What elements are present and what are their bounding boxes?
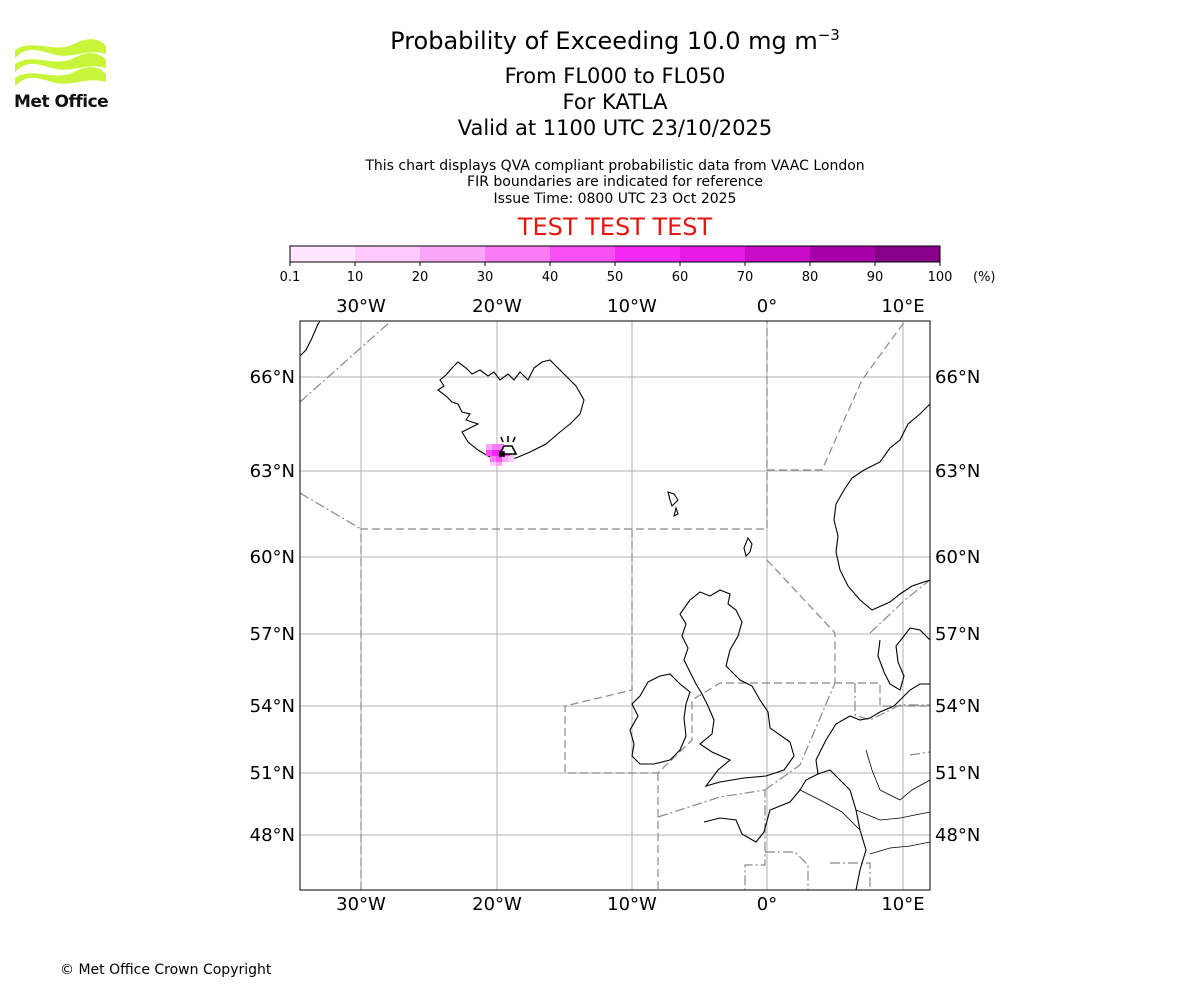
lat-label-right: 57°N (935, 624, 980, 645)
lon-label-top: 20°W (472, 296, 522, 317)
volcano-icon (498, 436, 518, 457)
colorbar-cell (290, 246, 356, 262)
lat-label-right: 63°N (935, 461, 980, 482)
colorbar-cell (550, 246, 616, 262)
info-line-1: This chart displays QVA compliant probab… (365, 158, 865, 174)
lat-label-right: 48°N (935, 825, 980, 846)
volcano-name: For KATLA (562, 90, 668, 114)
colorbar-cell (680, 246, 746, 262)
lat-label-left: 66°N (250, 367, 295, 388)
lat-label-right: 66°N (935, 367, 980, 388)
valid-time: Valid at 1100 UTC 23/10/2025 (457, 116, 773, 140)
colorbar-unit: (%) (973, 270, 996, 285)
colorbar-tick-label: 10 (346, 270, 364, 285)
colorbar-cell (485, 246, 551, 262)
map-frame (299, 320, 931, 891)
lon-label-bottom: 20°W (472, 894, 522, 915)
coastlines (300, 321, 930, 890)
colorbar-cell (810, 246, 876, 262)
lat-label-right: 60°N (935, 547, 980, 568)
norway-coast (833, 403, 930, 611)
info-line-2: FIR boundaries are indicated for referen… (467, 174, 763, 190)
probability-colorbar (289, 245, 941, 266)
lat-label-left: 54°N (250, 696, 295, 717)
lat-label-right: 51°N (935, 763, 980, 784)
colorbar-cell (355, 246, 421, 262)
chart-title: Probability of Exceeding 10.0 mg m−3 (390, 26, 840, 55)
lon-label-top: 30°W (336, 296, 386, 317)
colorbar-tick-label: 60 (671, 270, 689, 285)
lat-label-left: 48°N (250, 825, 295, 846)
lon-label-top: 10°W (607, 296, 657, 317)
lat-label-right: 54°N (935, 696, 980, 717)
colorbar-tick-label: 20 (411, 270, 429, 285)
colorbar-cell (615, 246, 681, 262)
colorbar-tick-label: 50 (606, 270, 624, 285)
lon-label-bottom: 10°W (607, 894, 657, 915)
issue-time: Issue Time: 0800 UTC 23 Oct 2025 (493, 191, 737, 207)
fir-boundaries (300, 321, 930, 890)
test-banner: TEST TEST TEST (517, 213, 713, 241)
lon-label-bottom: 0° (757, 894, 777, 915)
ireland-coast (629, 673, 691, 765)
lon-label-top: 0° (757, 296, 777, 317)
colorbar-tick-label: 40 (541, 270, 559, 285)
copyright: © Met Office Crown Copyright (60, 962, 272, 978)
lat-label-left: 60°N (250, 547, 295, 568)
lat-label-left: 51°N (250, 763, 295, 784)
iceland-coast (437, 359, 585, 461)
colorbar-tick-label: 90 (866, 270, 884, 285)
colorbar-tick-label: 0.1 (279, 270, 301, 285)
colorbar-tick-label: 70 (736, 270, 754, 285)
lon-label-bottom: 10°E (881, 894, 924, 915)
colorbar-cell (745, 246, 811, 262)
logo-text: Met Office (14, 92, 109, 112)
colorbar-tick-label: 100 (927, 270, 953, 285)
met-office-logo (15, 39, 106, 86)
britain-coast (679, 589, 795, 787)
flight-level-range: From FL000 to FL050 (504, 64, 726, 88)
lon-label-top: 10°E (881, 296, 924, 317)
lon-label-bottom: 30°W (336, 894, 386, 915)
colorbar-tick-label: 80 (801, 270, 819, 285)
colorbar-tick-label: 30 (476, 270, 494, 285)
colorbar-cell (875, 246, 941, 262)
colorbar-cell (420, 246, 486, 262)
lat-label-left: 63°N (250, 461, 295, 482)
lat-label-left: 57°N (250, 624, 295, 645)
